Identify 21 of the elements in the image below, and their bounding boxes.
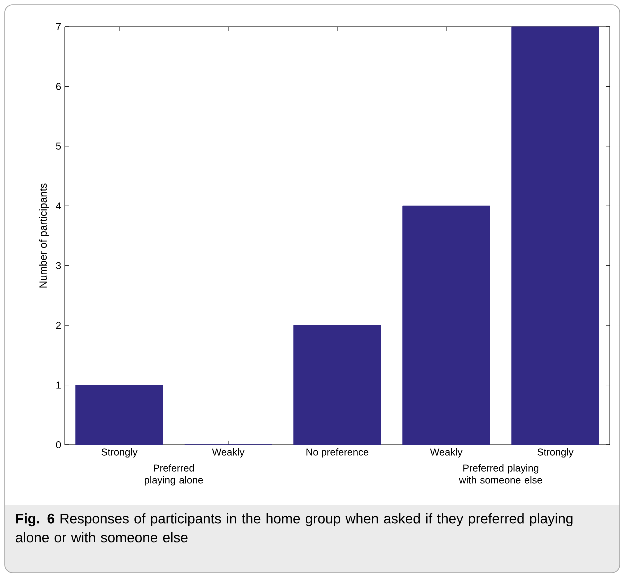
x-tick-label: No preference: [306, 448, 369, 458]
x-tick-label: Strongly: [538, 448, 574, 458]
text: Fig. 6 Responses of participants in the home group when asked if they preferred playing alone or with someone else: [16, 514, 573, 543]
y-tick-label: 6: [56, 83, 62, 90]
x-tick-label: Weakly: [212, 448, 245, 458]
y-tick-label: 5: [56, 142, 62, 150]
y-axis-title: Number of participants: [39, 184, 50, 288]
y-tick-label: 7: [56, 24, 61, 30]
text: Preferred playing with someone else: [459, 464, 542, 484]
bar: [76, 385, 164, 446]
bar: [402, 206, 490, 446]
bar: [294, 325, 382, 446]
y-tick-label: 1: [56, 382, 62, 389]
y-tick-label: 4: [56, 202, 62, 210]
y-tick-label: 0: [56, 441, 62, 449]
y-tick-label: 3: [56, 262, 62, 270]
text: Preferred playing alone: [145, 464, 204, 486]
bar: [512, 26, 600, 446]
y-tick-label: 2: [56, 322, 61, 330]
x-tick-label: Weakly: [430, 448, 463, 458]
x-tick-label: Strongly: [102, 448, 138, 458]
